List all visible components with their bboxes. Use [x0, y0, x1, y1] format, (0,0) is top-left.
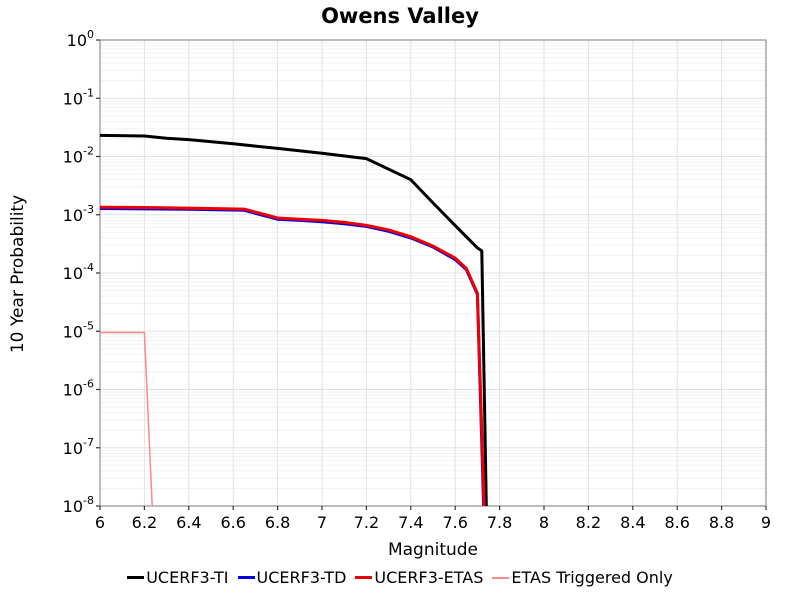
- y-tick-label: 10-7: [63, 436, 94, 458]
- x-tick-label: 9: [761, 513, 771, 532]
- x-tick-label: 6.8: [265, 513, 290, 532]
- legend-item-UCERF3-TI: UCERF3-TI: [127, 568, 229, 587]
- x-tick-label: 8.2: [576, 513, 601, 532]
- legend-label: UCERF3-TD: [256, 568, 347, 587]
- x-tick-label: 8.8: [709, 513, 734, 532]
- y-tick-label: 10-1: [63, 86, 94, 108]
- legend-swatch: [237, 576, 255, 579]
- series-UCERF3-TD: [99, 207, 486, 507]
- x-tick-label: 7: [317, 513, 327, 532]
- x-tick-label: 7.6: [442, 513, 467, 532]
- y-tick-label: 10-8: [63, 494, 94, 516]
- legend-swatch: [127, 576, 145, 579]
- legend-item-UCERF3-ETAS: UCERF3-ETAS: [355, 568, 483, 587]
- x-axis-title: Magnitude: [387, 540, 479, 560]
- y-tick-label: 10-5: [63, 319, 94, 341]
- y-tick-label: 10-6: [63, 378, 94, 400]
- legend-swatch: [492, 576, 510, 579]
- series-UCERF3-TI: [99, 133, 488, 507]
- y-tick-label: 10-4: [63, 261, 94, 283]
- x-tick-label: 6.2: [132, 513, 157, 532]
- x-tick-label: 8.6: [664, 513, 689, 532]
- legend-item-UCERF3-TD: UCERF3-TD: [237, 568, 347, 587]
- x-tick-label: 6.6: [220, 513, 245, 532]
- legend-item-ETAS Triggered Only: ETAS Triggered Only: [492, 568, 673, 587]
- series-ETAS Triggered Only: [100, 331, 153, 507]
- x-tick-label: 7.8: [487, 513, 512, 532]
- series-UCERF3-ETAS: [99, 205, 486, 507]
- y-tick-label: 10-3: [63, 203, 94, 225]
- chart-title: Owens Valley: [321, 4, 479, 28]
- y-tick-label: 100: [67, 28, 94, 50]
- legend-label: UCERF3-ETAS: [374, 568, 484, 587]
- legend-label: ETAS Triggered Only: [511, 568, 673, 587]
- legend-swatch: [355, 576, 373, 579]
- x-tick-label: 8: [539, 513, 549, 532]
- x-tick-label: 8.4: [620, 513, 645, 532]
- legend: UCERF3-TI UCERF3-TD UCERF3-ETAS ETAS Trigge…: [0, 568, 800, 587]
- x-tick-label: 7.4: [398, 513, 423, 532]
- x-tick-label: 6.4: [176, 513, 201, 532]
- legend-label: UCERF3-TI: [146, 568, 229, 587]
- x-tick-label: 7.2: [354, 513, 379, 532]
- y-tick-label: 10-2: [63, 145, 94, 167]
- x-tick-label: 6: [95, 513, 105, 532]
